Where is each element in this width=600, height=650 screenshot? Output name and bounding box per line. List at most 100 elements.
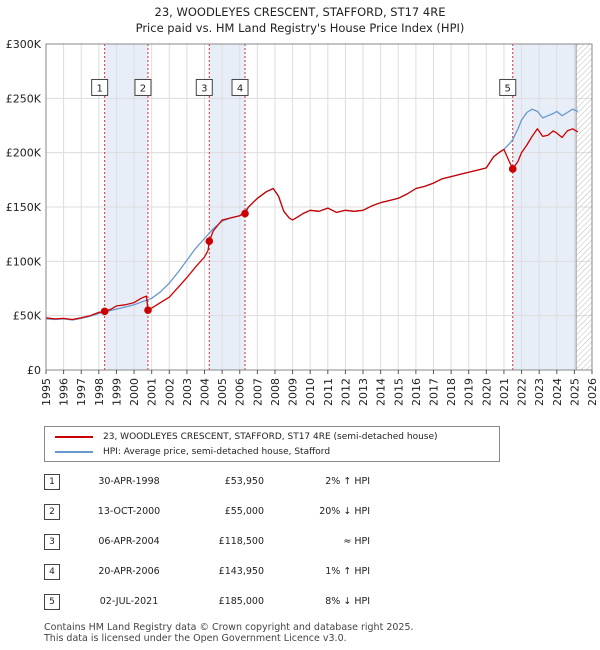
sale-marker-box: [195, 78, 213, 96]
table-row: 1 30-APR-1998 £53,950 2% ↑ HPI: [0, 472, 600, 492]
footer-attribution: Contains HM Land Registry data © Crown c…: [44, 622, 414, 644]
legend-swatch-property: [55, 435, 93, 438]
footer-line-licence: This data is licensed under the Open Gov…: [44, 633, 347, 644]
sale-marker-box: [134, 78, 152, 96]
sale-marker-box: [499, 78, 517, 96]
price-chart: 1 2 3 4 5 £0 £50K £100K £150K £200K £250K £300K 19…: [6, 38, 599, 406]
sale-price: £55,000: [224, 506, 264, 517]
sale-price: £53,950: [224, 476, 264, 487]
y-tick-label: £50K: [13, 310, 42, 323]
sale-hpi-comparison: 2% ↑ HPI: [325, 476, 370, 487]
sales-table: 1 30-APR-1998 £53,950 2% ↑ HPI 2 13-OCT-…: [0, 470, 600, 620]
sale-price: £185,000: [218, 596, 264, 607]
x-tick-label: 2022: [516, 378, 529, 406]
forecast-hatch-area: [576, 44, 592, 370]
sale-number: 3: [44, 534, 60, 550]
chart-title-block: 23, WOODLEYES CRESCENT, STAFFORD, ST17 4…: [0, 4, 600, 36]
sale-number: 5: [44, 594, 60, 610]
x-tick-label: 1998: [93, 378, 106, 406]
sale-price: £118,500: [218, 536, 264, 547]
y-tick-label: £250K: [6, 92, 42, 105]
x-tick-label: 2001: [146, 378, 159, 406]
table-row: 5 02-JUL-2021 £185,000 8% ↓ HPI: [0, 592, 600, 612]
y-tick-label: £300K: [6, 38, 42, 51]
x-tick-label: 2020: [480, 378, 493, 406]
plot-frame: [45, 43, 593, 371]
sale-marker-label: 2: [140, 83, 146, 94]
legend-swatch-hpi: [55, 450, 93, 453]
sale-marker-label: 4: [237, 83, 243, 94]
x-tick-label: 2004: [199, 378, 212, 406]
chart-title: 23, WOODLEYES CRESCENT, STAFFORD, ST17 4…: [154, 5, 446, 19]
sale-point: [508, 165, 517, 173]
sale-date: 06-APR-2004: [98, 536, 160, 547]
x-tick-label: 1995: [40, 378, 53, 406]
sale-point: [144, 306, 152, 315]
sale-marker-label: 1: [96, 83, 102, 94]
x-tick-label: 2016: [410, 378, 423, 406]
y-axis-ticks: £0 £50K £100K £150K £200K £250K £300K: [6, 38, 42, 377]
sale-price: £143,950: [218, 566, 264, 577]
sale-number: 1: [44, 474, 60, 490]
table-row: 3 06-APR-2004 £118,500 ≈ HPI: [0, 532, 600, 552]
sale-hpi-comparison: 1% ↑ HPI: [325, 566, 370, 577]
x-tick-label: 2018: [445, 378, 458, 406]
x-tick-label: 1996: [58, 378, 71, 406]
x-tick-label: 2003: [181, 378, 194, 406]
sale-marker-label: 3: [201, 83, 207, 94]
x-tick-label: 2012: [339, 378, 352, 406]
table-row: 2 13-OCT-2000 £55,000 20% ↓ HPI: [0, 502, 600, 522]
sale-point: [241, 209, 249, 218]
x-tick-label: 2007: [251, 378, 264, 406]
sale-point: [100, 307, 109, 316]
x-axis-ticks: 1995 1996 1997 1998 1999 2000 2001 2002 2003 2004…: [40, 370, 599, 406]
chart-subtitle: Price paid vs. HM Land Registry's House …: [135, 21, 465, 35]
x-tick-label: 2006: [234, 378, 247, 406]
x-tick-label: 2009: [287, 378, 300, 406]
legend-label-property: 23, WOODLEYES CRESCENT, STAFFORD, ST17 4…: [103, 432, 438, 442]
x-tick-label: 2026: [586, 378, 599, 406]
x-tick-label: 2014: [375, 378, 388, 406]
y-tick-label: £150K: [6, 201, 42, 214]
sale-date: 02-JUL-2021: [99, 596, 159, 607]
x-tick-label: 2019: [463, 378, 476, 406]
sale-hpi-comparison: 8% ↓ HPI: [325, 596, 370, 607]
sale-number: 4: [44, 564, 60, 580]
sale-marker-box: [231, 78, 249, 96]
sale-marker-label: 5: [505, 83, 511, 94]
legend-label-hpi: HPI: Average price, semi-detached house,…: [103, 447, 331, 457]
y-tick-label: £0: [27, 364, 41, 377]
sale-date: 20-APR-2006: [98, 566, 160, 577]
x-tick-label: 2017: [427, 378, 440, 406]
sale-date: 13-OCT-2000: [97, 506, 161, 517]
x-tick-label: 2013: [357, 378, 370, 406]
sale-point: [205, 237, 214, 246]
x-tick-label: 2025: [568, 378, 581, 406]
x-tick-label: 2015: [392, 378, 405, 406]
x-tick-label: 2021: [498, 378, 511, 406]
x-tick-label: 2023: [533, 378, 546, 406]
sale-marker-labels: 1 2 3 4 5: [91, 78, 517, 96]
forecast-hatch: [575, 44, 592, 370]
x-tick-label: 2024: [551, 378, 564, 406]
sale-hpi-comparison: ≈ HPI: [343, 536, 370, 547]
x-tick-label: 2000: [128, 378, 141, 406]
sale-hpi-comparison: 20% ↓ HPI: [319, 506, 370, 517]
x-tick-label: 2011: [322, 378, 335, 406]
table-row: 4 20-APR-2006 £143,950 1% ↑ HPI: [0, 562, 600, 582]
x-tick-label: 2008: [269, 378, 282, 406]
sale-marker-box: [91, 78, 109, 96]
x-tick-label: 2005: [216, 378, 229, 406]
legend-item-hpi: HPI: Average price, semi-detached house,…: [55, 445, 330, 459]
sale-number: 2: [44, 504, 60, 520]
y-tick-label: £100K: [6, 255, 42, 268]
x-tick-label: 1999: [110, 378, 123, 406]
chart-legend: 23, WOODLEYES CRESCENT, STAFFORD, ST17 4…: [44, 426, 500, 462]
legend-item-property: 23, WOODLEYES CRESCENT, STAFFORD, ST17 4…: [55, 430, 438, 444]
x-tick-label: 1997: [75, 378, 88, 406]
sale-date: 30-APR-1998: [98, 476, 160, 487]
sale-points: [100, 165, 517, 316]
x-tick-label: 2002: [163, 378, 176, 406]
y-tick-label: £200K: [6, 147, 42, 160]
x-tick-label: 2010: [304, 378, 317, 406]
